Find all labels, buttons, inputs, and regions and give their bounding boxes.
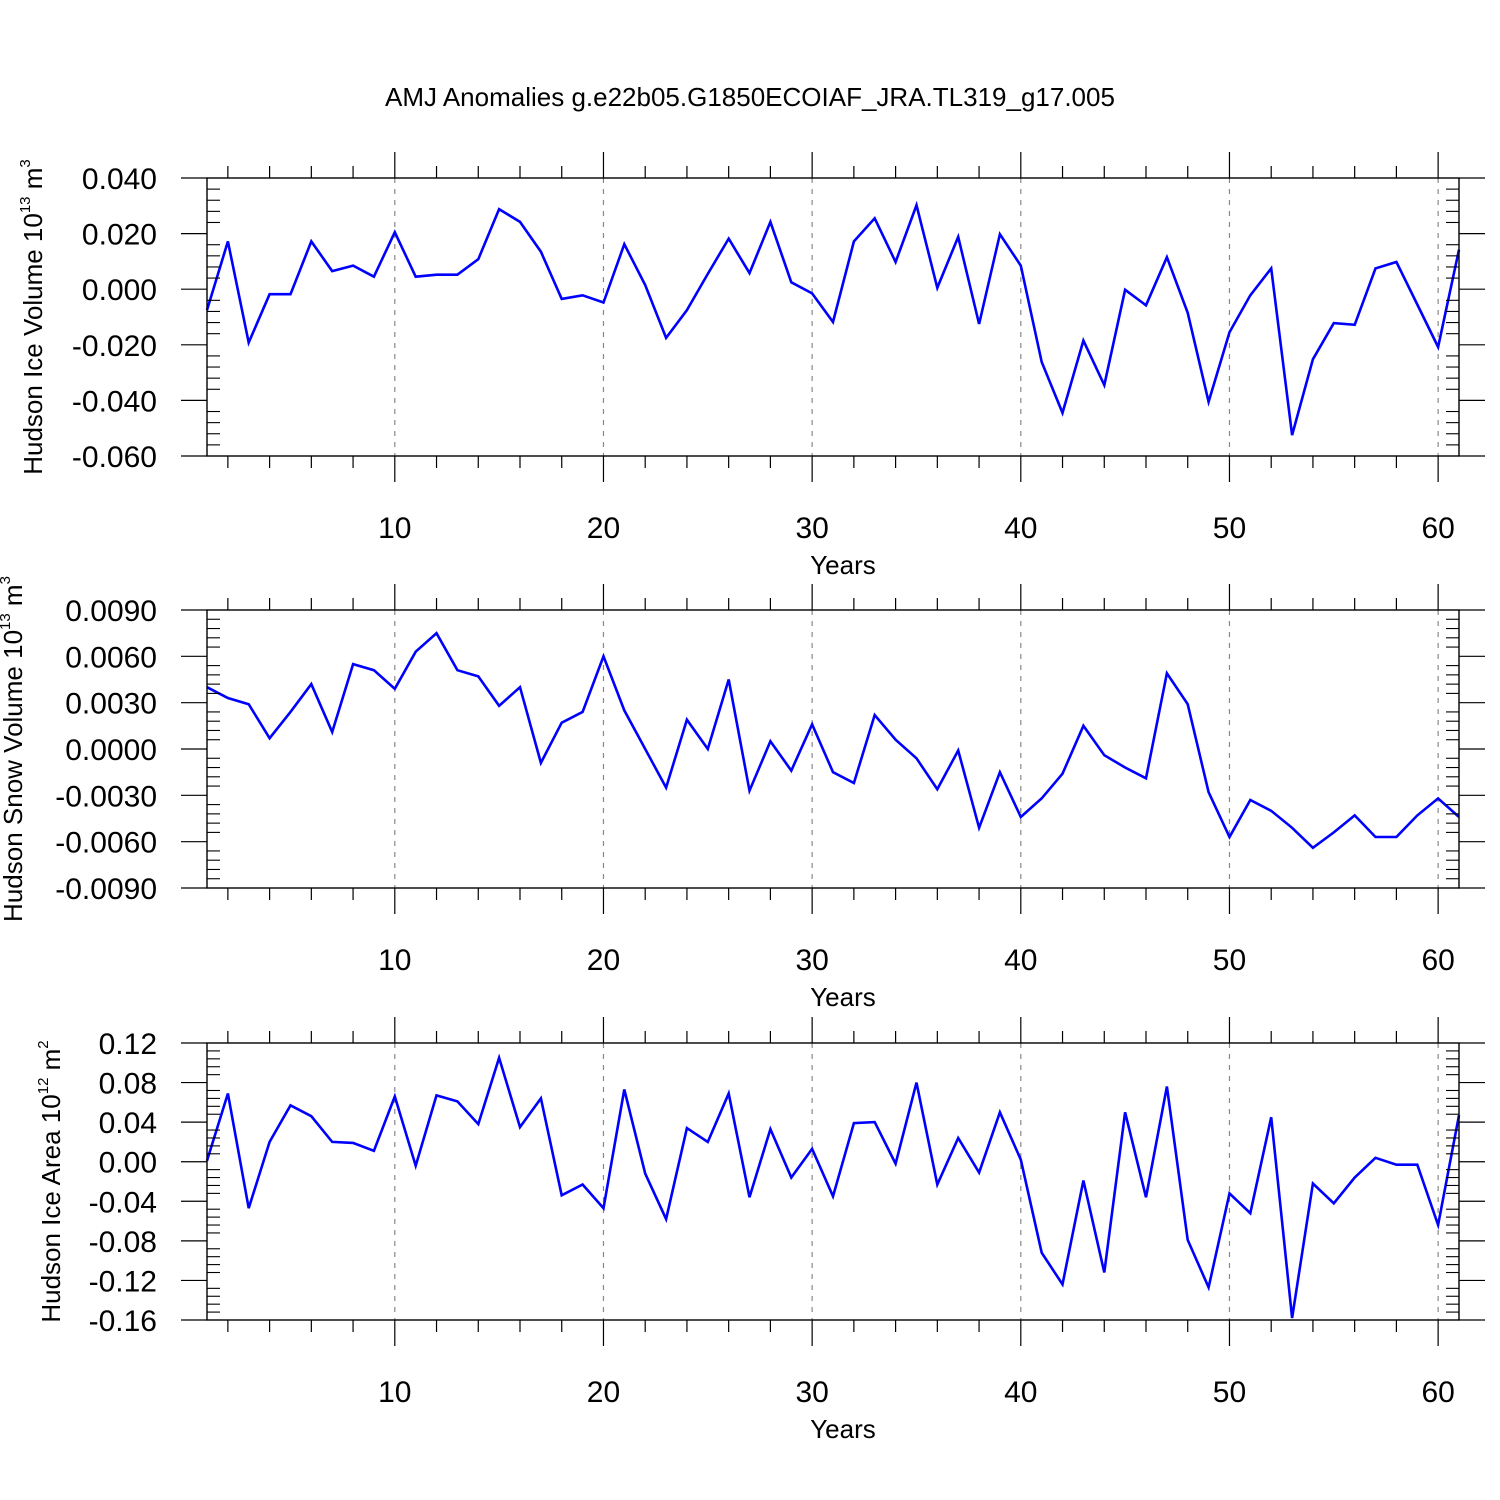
x-tick-label: 30 [795, 512, 828, 545]
y-tick-label: -0.060 [72, 441, 157, 474]
x-tick-label: 30 [795, 944, 828, 977]
y-tick-label: -0.020 [72, 330, 157, 363]
y-axis-label-ylabel-exp: 13 [17, 196, 34, 213]
y-tick-label: -0.0090 [55, 873, 157, 906]
x-tick-label: 20 [587, 944, 620, 977]
x-tick-label: 30 [795, 1376, 828, 1409]
x-axis-label: Years [810, 1414, 876, 1444]
plot-frame [206, 1042, 1460, 1321]
y-axis-label-ylabel-unit: m [18, 168, 48, 197]
x-axis-label: Years [810, 550, 876, 580]
plot-frame [206, 177, 1460, 457]
x-tick-label: 20 [587, 512, 620, 545]
x-tick-label: 60 [1421, 512, 1454, 545]
y-axis-label: Hudson Snow Volume 1013 m3 [0, 576, 28, 922]
y-tick-label: 0.0000 [65, 734, 157, 767]
y-axis-label-ylabel-exp: 13 [0, 613, 14, 630]
y-tick-label: -0.04 [89, 1186, 157, 1219]
y-tick-label: 0.0090 [65, 595, 157, 628]
y-axis-label: Hudson Ice Volume 1013 m3 [17, 159, 48, 475]
y-tick-label: -0.08 [89, 1226, 157, 1259]
x-tick-label: 10 [378, 512, 411, 545]
y-tick-label: 0.020 [82, 219, 157, 252]
panel-1: -0.060 -0.040 -0.020 0.000 0.020 0.040 10 20 30 4… [17, 152, 1485, 580]
y-tick-label: 0.00 [99, 1147, 157, 1180]
y-tick-label: 0.12 [99, 1028, 157, 1061]
y-axis-label-ylabel-unit: m [0, 584, 28, 613]
y-tick-label: 0.0030 [65, 688, 157, 721]
y-axis-label-ylabel-unit-exp: 3 [0, 576, 14, 584]
y-tick-label: 0.040 [82, 163, 157, 196]
plot-frame [206, 609, 1460, 889]
y-axis-label-ylabel-unit-exp: 2 [35, 1040, 52, 1048]
y-tick-label: 0.0060 [65, 641, 157, 674]
panel-3: -0.16 -0.12 -0.08 -0.04 0.00 0.04 0.08 0.12 10 20… [35, 1017, 1485, 1444]
series-line [206, 631, 1460, 850]
y-axis-label-ylabel-exp: 12 [35, 1078, 52, 1095]
x-tick-label: 40 [1004, 944, 1037, 977]
series-line [205, 200, 1461, 436]
y-axis-label: Hudson Ice Area 1012 m2 [35, 1040, 66, 1322]
panel-2: -0.0090 -0.0060 -0.0030 0.0000 0.0030 0.0060 0… [0, 576, 1485, 1012]
x-tick-label: 60 [1421, 944, 1454, 977]
y-axis-label-ylabel-main: Hudson Snow Volume 10 [0, 630, 28, 922]
y-axis-label-ylabel-unit-exp: 3 [17, 159, 34, 167]
x-axis-label: Years [810, 982, 876, 1012]
x-tick-label: 40 [1004, 512, 1037, 545]
x-tick-label: 50 [1213, 944, 1246, 977]
x-tick-label: 50 [1213, 512, 1246, 545]
y-tick-label: 0.000 [82, 274, 157, 307]
x-tick-label: 20 [587, 1376, 620, 1409]
y-axis-label-ylabel-main: Hudson Ice Area 10 [36, 1094, 66, 1322]
y-tick-label: -0.040 [72, 385, 157, 418]
y-tick-label: -0.16 [89, 1305, 157, 1338]
y-tick-label: -0.0030 [55, 780, 157, 813]
y-tick-label: -0.12 [89, 1265, 157, 1298]
chart-title: AMJ Anomalies g.e22b05.G1850ECOIAF_JRA.T… [385, 82, 1115, 112]
x-tick-label: 10 [378, 944, 411, 977]
x-tick-label: 60 [1421, 1376, 1454, 1409]
y-axis-label-ylabel-main: Hudson Ice Volume 10 [18, 213, 48, 475]
x-tick-label: 40 [1004, 1376, 1037, 1409]
y-tick-label: 0.08 [99, 1068, 157, 1101]
y-tick-label: -0.0060 [55, 827, 157, 860]
series-line [205, 1053, 1461, 1319]
x-tick-label: 10 [378, 1376, 411, 1409]
y-tick-label: 0.04 [99, 1107, 157, 1140]
y-axis-label-ylabel-unit: m [36, 1049, 66, 1078]
x-tick-label: 50 [1213, 1376, 1246, 1409]
